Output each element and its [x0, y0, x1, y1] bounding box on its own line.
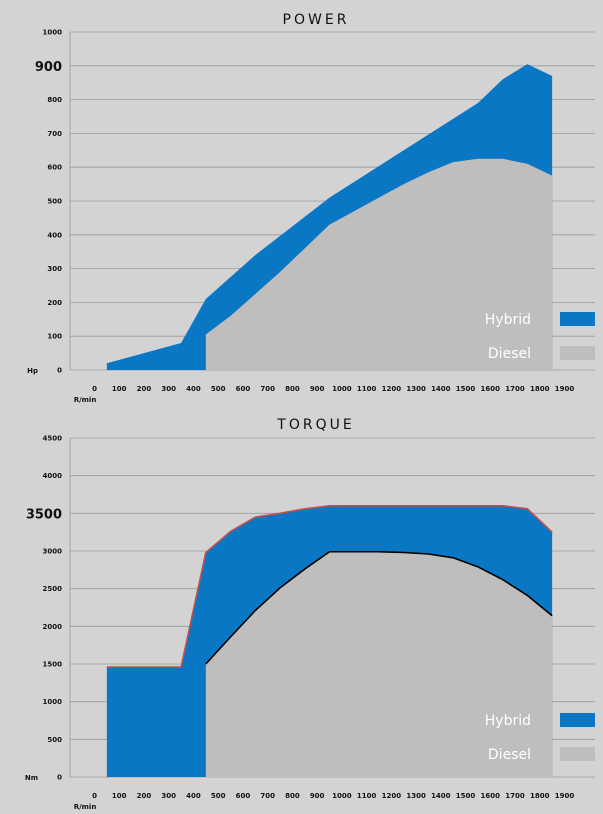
x-tick-label: 800 [285, 385, 300, 393]
x-tick-label: 0 [92, 792, 97, 800]
x-tick-label: 500 [211, 385, 226, 393]
x-axis-label: R/min [74, 803, 97, 811]
x-tick-label: 1000 [332, 792, 352, 800]
x-tick-label: 1600 [481, 385, 501, 393]
y-axis-label: Nm [25, 774, 38, 782]
x-tick-label: 1900 [555, 792, 575, 800]
x-tick-label: 300 [161, 792, 176, 800]
x-tick-label: 300 [161, 385, 176, 393]
y-tick-label: 3000 [43, 548, 63, 556]
power-chart: POWER 01002003004005006007008009001000Hp… [27, 12, 595, 404]
y-tick-label: 0 [57, 367, 62, 375]
legend-swatch [560, 346, 595, 360]
x-tick-label: 1500 [456, 792, 476, 800]
x-tick-label: 900 [310, 385, 325, 393]
x-tick-label: 1900 [555, 385, 575, 393]
y-tick-label: 2500 [43, 585, 63, 593]
x-tick-label: 1200 [382, 792, 402, 800]
legend-label: Hybrid [485, 312, 531, 328]
x-tick-label: 1800 [530, 792, 550, 800]
torque-chart: TORQUE 050010001500200025003000350040004… [25, 417, 595, 811]
y-tick-label: 800 [47, 96, 62, 104]
y-tick-label: 200 [47, 299, 62, 307]
power-title: POWER [283, 12, 350, 28]
x-tick-label: 1200 [382, 385, 402, 393]
y-tick-label: 1500 [43, 661, 63, 669]
x-tick-label: 1400 [431, 792, 451, 800]
x-tick-label: 1700 [505, 792, 525, 800]
y-tick-label: 1000 [43, 29, 63, 37]
x-tick-label: 1300 [406, 792, 426, 800]
x-tick-label: 600 [236, 385, 251, 393]
y-tick-label: 500 [47, 198, 62, 206]
x-tick-label: 1500 [456, 385, 476, 393]
y-tick-label: 500 [47, 736, 62, 744]
x-tick-label: 700 [260, 385, 275, 393]
y-tick-label: 600 [47, 164, 62, 172]
x-tick-label: 800 [285, 792, 300, 800]
y-tick-label: 4000 [43, 472, 63, 480]
x-tick-label: 1300 [406, 385, 426, 393]
legend-swatch [560, 713, 595, 727]
legend-label: Hybrid [485, 713, 531, 729]
y-tick-label: 0 [57, 774, 62, 782]
x-tick-label: 1100 [357, 385, 377, 393]
x-axis-label: R/min [74, 396, 97, 404]
x-tick-label: 400 [186, 792, 201, 800]
x-tick-label: 400 [186, 385, 201, 393]
x-tick-label: 1700 [505, 385, 525, 393]
x-tick-label: 500 [211, 792, 226, 800]
y-tick-label: 1000 [43, 698, 63, 706]
x-tick-label: 1800 [530, 385, 550, 393]
x-tick-label: 200 [137, 385, 152, 393]
legend-label: Diesel [488, 747, 531, 763]
y-tick-label: 400 [47, 231, 62, 239]
x-tick-label: 1100 [357, 792, 377, 800]
y-tick-label: 3500 [26, 507, 62, 522]
y-tick-label: 300 [47, 265, 62, 273]
y-tick-label: 900 [35, 60, 62, 75]
x-tick-label: 200 [137, 792, 152, 800]
x-tick-label: 700 [260, 792, 275, 800]
x-tick-label: 900 [310, 792, 325, 800]
x-tick-label: 100 [112, 385, 127, 393]
x-tick-label: 600 [236, 792, 251, 800]
legend-swatch [560, 747, 595, 761]
y-tick-label: 100 [47, 333, 62, 341]
legend-label: Diesel [488, 346, 531, 362]
x-tick-label: 100 [112, 792, 127, 800]
x-tick-label: 1400 [431, 385, 451, 393]
y-tick-label: 4500 [43, 435, 63, 443]
torque-title: TORQUE [276, 417, 354, 433]
y-tick-label: 700 [47, 130, 62, 138]
x-tick-label: 1000 [332, 385, 352, 393]
legend-swatch [560, 312, 595, 326]
x-tick-label: 0 [92, 385, 97, 393]
y-axis-label: Hp [27, 367, 38, 375]
x-tick-label: 1600 [481, 792, 501, 800]
y-tick-label: 2000 [43, 623, 63, 631]
